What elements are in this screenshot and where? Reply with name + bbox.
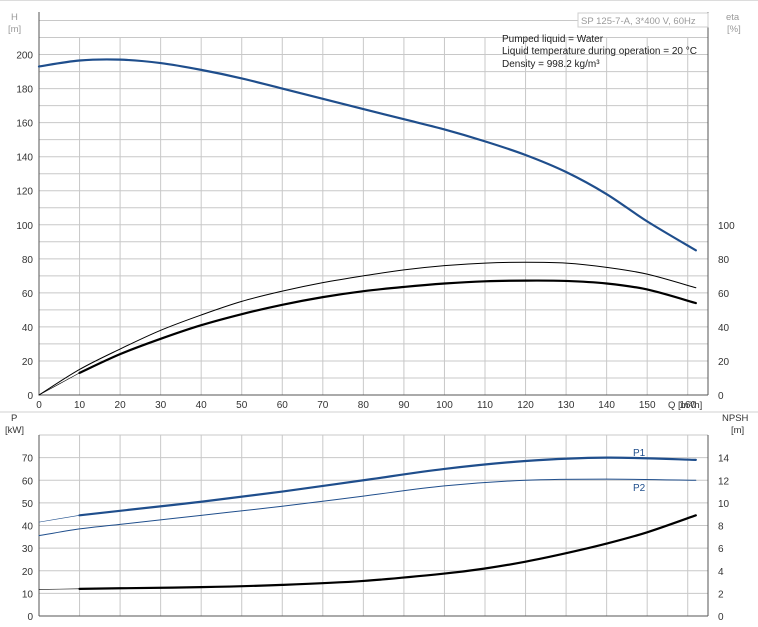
x-tick-label: 0 (36, 400, 42, 411)
x-tick-label: 130 (558, 400, 575, 411)
x-tick-label: 120 (517, 400, 534, 411)
info-line-density: Density = 998.2 kg/m³ (502, 59, 600, 70)
npsh-tick-label: 10 (718, 499, 730, 510)
x-tick-label: 10 (74, 400, 86, 411)
h-tick-label: 60 (22, 289, 34, 300)
p-tick-label: 0 (27, 612, 33, 623)
info-line-liquid-temperature: Liquid temperature during operation = 20… (502, 46, 697, 57)
p-tick-label: 40 (22, 522, 34, 533)
npsh-curve (78, 514, 697, 590)
p-tick-label: 30 (22, 544, 34, 555)
p-tick-label: 20 (22, 567, 34, 578)
axes (38, 12, 709, 617)
x-tick-label: 110 (477, 400, 493, 411)
eta-tick-label: 60 (718, 289, 730, 300)
x-tick-label: 60 (277, 400, 289, 411)
h-tick-label: 100 (16, 221, 33, 232)
eta-axis-label: eta (726, 12, 740, 23)
x-tick-label: 20 (115, 400, 127, 411)
x-tick-label: 90 (398, 400, 410, 411)
efficiency-curve-lower (78, 279, 697, 374)
npsh-tick-label: 4 (718, 567, 724, 578)
bottom-right-y-tick-labels: 0 2 4 6 8 10 12 14 (718, 454, 730, 623)
eta-axis-unit: [%] (727, 24, 741, 35)
top-panel-series (37, 58, 697, 396)
npsh-tick-label: 12 (718, 476, 730, 487)
h-axis-label: H (11, 12, 18, 23)
p-tick-label: 60 (22, 476, 34, 487)
x-tick-label: 40 (196, 400, 208, 411)
info-line-pumped-liquid: Pumped liquid = Water (502, 34, 604, 45)
npsh-tick-label: 0 (718, 612, 724, 623)
eta-tick-label: 100 (718, 221, 735, 232)
h-axis-unit: [m] (8, 24, 21, 35)
eta-tick-label: 0 (718, 391, 724, 402)
npsh-axis-unit: [m] (731, 425, 744, 436)
eta-tick-label: 20 (718, 357, 730, 368)
x-tick-label: 140 (598, 400, 615, 411)
p2-power-curve (38, 478, 697, 537)
h-tick-label: 20 (22, 357, 34, 368)
h-tick-label: 0 (27, 391, 33, 402)
x-tick-label: 150 (639, 400, 656, 411)
eta-tick-label: 40 (718, 323, 730, 334)
x-tick-label: 100 (436, 400, 453, 411)
x-tick-label: 160 (679, 400, 696, 411)
series-label-p1: P1 (633, 448, 646, 459)
p-axis-label: P (11, 413, 17, 424)
x-tick-label: 70 (317, 400, 329, 411)
bottom-left-y-tick-labels: 0 10 20 30 40 50 60 70 (22, 454, 34, 623)
npsh-tick-label: 14 (718, 454, 730, 465)
top-right-y-tick-labels: 0 20 40 60 80 100 (718, 221, 735, 402)
efficiency-curve-upper (38, 261, 697, 396)
q-axis-label: Q [m³/h] (668, 400, 702, 411)
npsh-tick-label: 8 (718, 522, 724, 533)
top-x-tick-labels: 0 10 20 30 40 50 60 70 80 90 100 110 120 130 140 150 160 (36, 400, 696, 411)
p1-power-curve-extension (38, 515, 80, 523)
p1-power-curve (78, 456, 697, 517)
x-tick-label: 80 (358, 400, 370, 411)
product-badge (577, 12, 709, 28)
h-tick-label: 200 (16, 51, 33, 62)
npsh-curve-extension (38, 588, 80, 590)
p-tick-label: 70 (22, 454, 34, 465)
h-tick-label: 80 (22, 255, 34, 266)
npsh-axis-label: NPSH (722, 413, 749, 424)
h-tick-label: 180 (16, 85, 33, 96)
h-tick-label: 140 (16, 153, 33, 164)
top-left-y-tick-labels: 0 20 40 60 80 100 120 140 160 180 200 (16, 51, 33, 402)
p-tick-label: 10 (22, 589, 34, 600)
x-tick-label: 50 (236, 400, 248, 411)
h-tick-label: 120 (16, 187, 33, 198)
efficiency-curve-extension (38, 372, 80, 396)
product-label: SP 125-7-A, 3*400 V, 60Hz (581, 16, 696, 27)
p-axis-unit: [kW] (5, 425, 24, 436)
series-label-p2: P2 (633, 483, 646, 494)
npsh-tick-label: 6 (718, 544, 724, 555)
x-tick-label: 30 (155, 400, 167, 411)
p-tick-label: 50 (22, 499, 34, 510)
npsh-tick-label: 2 (718, 589, 724, 600)
eta-tick-label: 80 (718, 255, 730, 266)
top-panel-grid (38, 20, 709, 396)
head-curve (37, 58, 697, 252)
h-tick-label: 160 (16, 119, 33, 130)
h-tick-label: 40 (22, 323, 34, 334)
bottom-panel-series (38, 456, 697, 590)
